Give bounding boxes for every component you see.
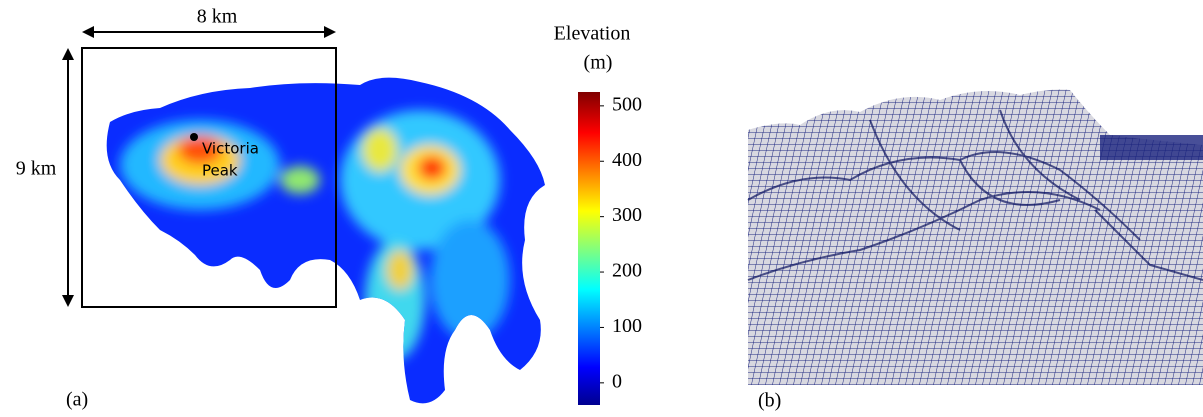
colorbar (578, 92, 600, 405)
colorbar-tick-label: 200 (612, 260, 642, 282)
panel-label: (a) (66, 389, 88, 411)
terrain-mesh (748, 90, 1203, 385)
colorbar-title: Elevation (554, 23, 631, 45)
peak-marker (190, 133, 198, 141)
mesh-edge (1100, 135, 1203, 160)
height-label: 9 km (16, 158, 57, 180)
figure: Victoria Peak 8 km 9 km (a) Elevation (m… (0, 0, 1203, 417)
marker-label: Peak (202, 162, 238, 180)
colorbar-tick-label: 0 (612, 370, 622, 392)
panel-label: (b) (758, 390, 781, 412)
colorbar-tick-label: 300 (612, 204, 642, 226)
width-label: 8 km (197, 6, 238, 28)
colorbar-ticks: 0 100 200 300 400 500 (600, 93, 642, 392)
elevation-map (90, 70, 560, 417)
marker-label: Victoria (202, 140, 259, 158)
colorbar-tick-label: 100 (612, 315, 642, 337)
colorbar-tick-label: 400 (612, 149, 642, 171)
page: Victoria Peak 8 km 9 km (a) Elevation (m… (0, 0, 1203, 417)
colorbar-tick-label: 500 (612, 93, 642, 115)
colorbar-title: (m) (584, 52, 613, 74)
